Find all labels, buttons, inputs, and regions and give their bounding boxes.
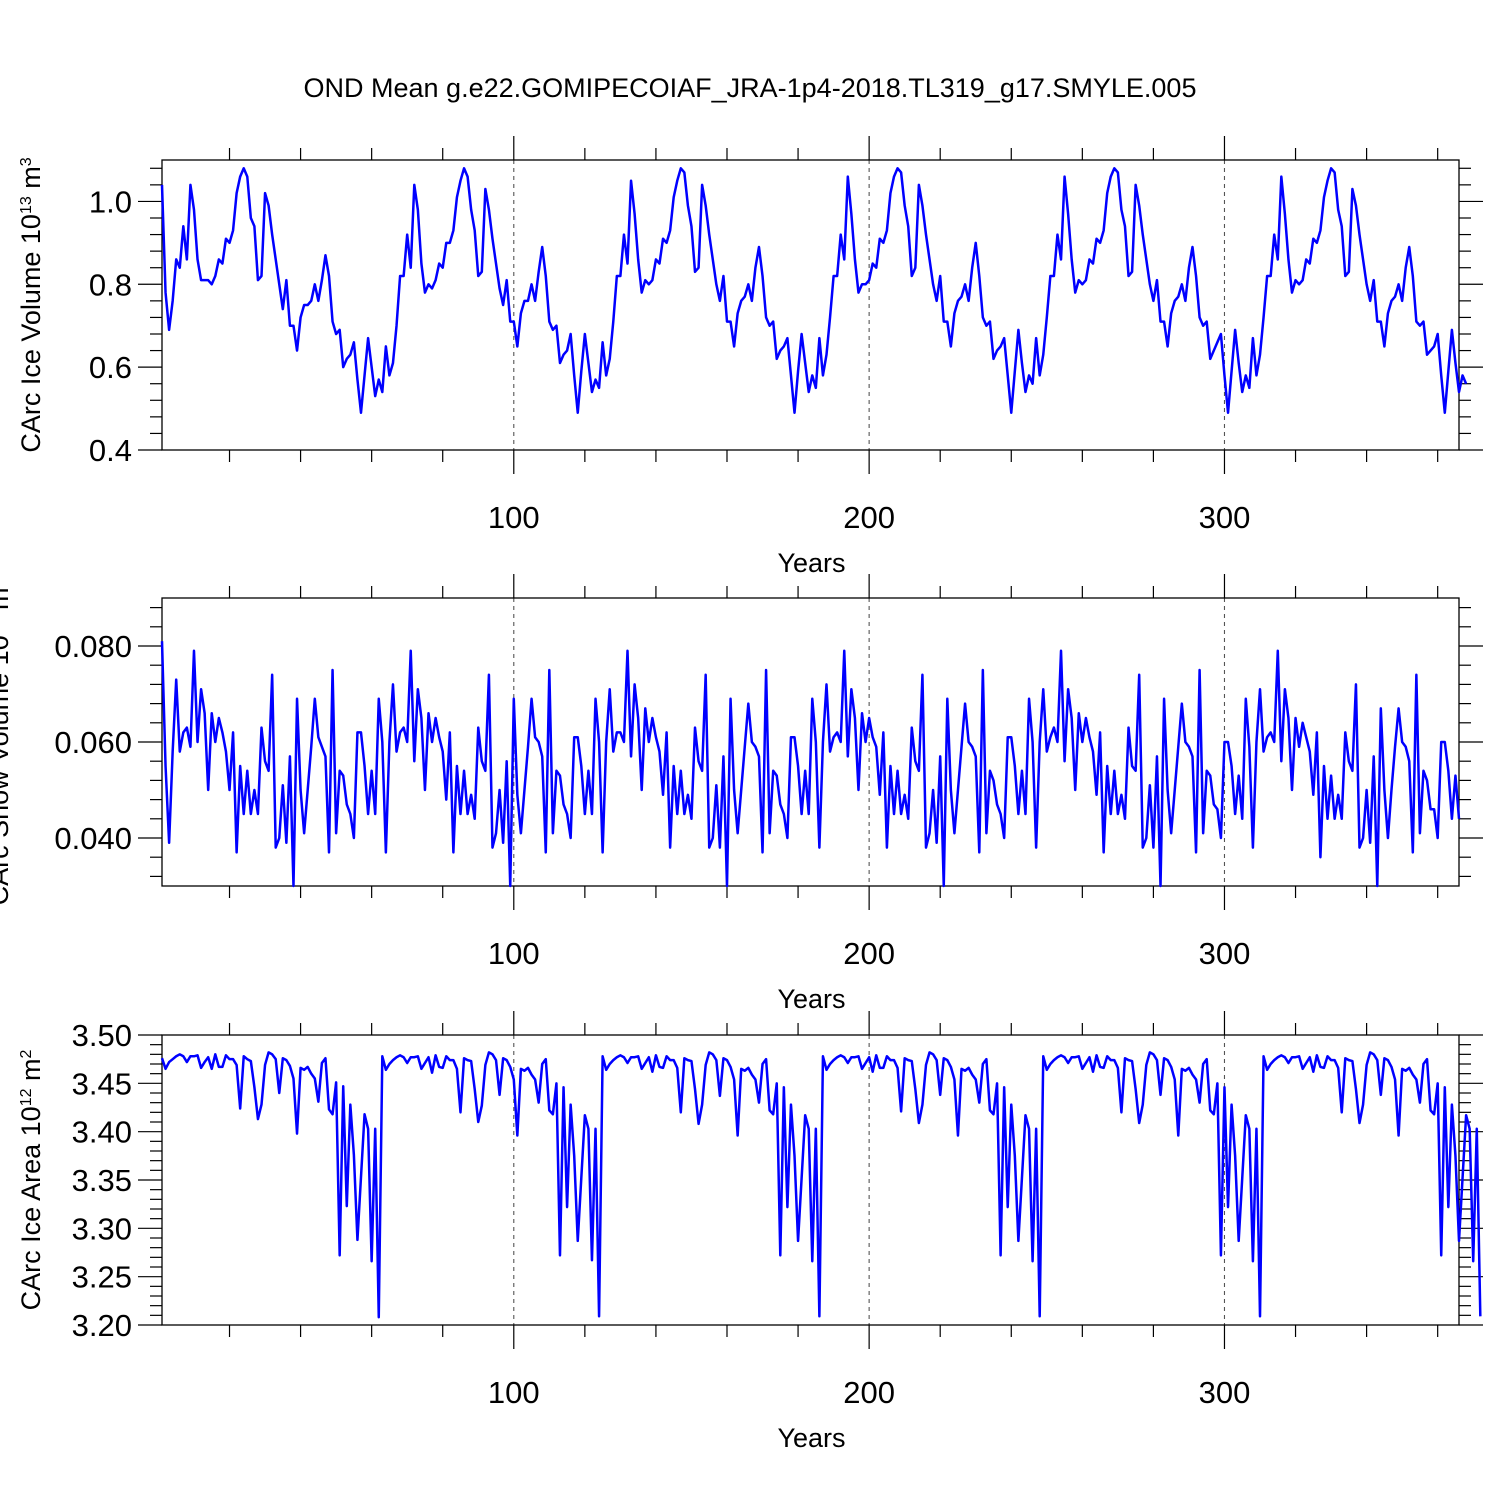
x-tick-label: 100: [488, 500, 540, 535]
y-axis-label: CArc Ice Volume 1013 m3: [16, 157, 46, 452]
y-tick-label: 1.0: [89, 184, 132, 219]
x-tick-label: 200: [843, 1375, 895, 1410]
y-tick-label: 3.30: [72, 1211, 132, 1246]
y-tick-label: 0.4: [89, 433, 132, 468]
x-tick-label: 200: [843, 936, 895, 971]
y-axis-label: CArc Ice Area 1012 m2: [16, 1050, 46, 1311]
y-tick-label: 0.060: [54, 725, 132, 760]
panel-3: 3.20 3.25 3.30 3.35 3.40 3.45 3.50 100 200 300 Yea…: [16, 1011, 1483, 1453]
x-tick-label: 100: [488, 1375, 540, 1410]
plot-frame: [161, 159, 1460, 451]
y-tick-label: 0.080: [54, 629, 132, 664]
y-tick-label: 0.8: [89, 267, 132, 302]
x-tick-label: 100: [488, 936, 540, 971]
plot-frame: [161, 597, 1460, 887]
y-tick-label: 3.50: [72, 1018, 132, 1053]
y-tick-label: 3.35: [72, 1163, 132, 1198]
x-axis-label: Years: [777, 1423, 845, 1453]
y-tick-label: 3.45: [72, 1066, 132, 1101]
y-axis-label: CArc Snow Volume 1012 m3: [0, 578, 14, 905]
x-tick-label: 200: [843, 500, 895, 535]
x-axis-label: Years: [777, 984, 845, 1014]
series-line-2: [160, 641, 1461, 888]
x-tick-label: 300: [1199, 500, 1251, 535]
x-tick-label: 300: [1199, 936, 1251, 971]
y-tick-label: 0.6: [89, 350, 132, 385]
y-tick-label: 3.25: [72, 1260, 132, 1295]
figure-title: OND Mean g.e22.GOMIPECOIAF_JRA-1p4-2018.…: [304, 73, 1197, 103]
panel-1: 0.4 0.6 0.8 1.0 100 200 300 Years CArc Ice Volum…: [16, 136, 1483, 578]
series-line-1: [160, 167, 1468, 414]
panel-2: 0.040 0.060 0.080 100 200 300 Years CArc Snow V…: [0, 574, 1483, 1014]
x-tick-label: 300: [1199, 1375, 1251, 1410]
series-line-3: [160, 1051, 1482, 1319]
x-axis-label: Years: [777, 548, 845, 578]
plot-frame: [161, 1034, 1460, 1326]
y-tick-label: 3.20: [72, 1308, 132, 1343]
y-tick-label: 0.040: [54, 821, 132, 856]
panels: 0.4 0.6 0.8 1.0 100 200 300 Years CArc Ice Volum…: [0, 136, 1483, 1453]
y-tick-label: 3.40: [72, 1115, 132, 1150]
